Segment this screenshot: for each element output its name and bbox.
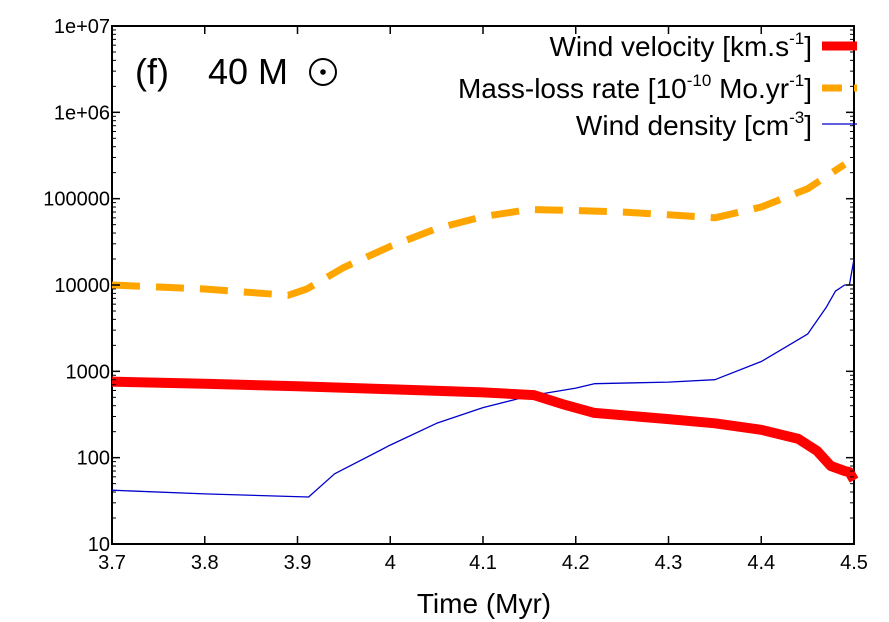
panel-label: (f)	[135, 51, 169, 92]
x-tick-label: 4.1	[469, 552, 497, 574]
ticks-layer: 3.7 3.8 3.9 4 4.1 4.2 4.3 4.4 4.5 10 100 1000 10000 1…	[43, 16, 868, 574]
series-layer	[111, 161, 859, 498]
y-tick-label: 100000	[43, 189, 110, 211]
series-line-wind-velocity	[111, 376, 859, 483]
x-tick-label: 3.9	[284, 552, 312, 574]
series-line-wind-density	[111, 258, 855, 498]
legend-label-wind-velocity: Wind velocity [km.s-1]	[549, 29, 812, 62]
x-tick-label: 4.2	[562, 552, 590, 574]
y-tick-label: 10	[88, 534, 110, 556]
legend: Wind velocity [km.s-1] Mass-loss rate [1…	[458, 29, 857, 141]
series-line-mass-loss-rate	[111, 161, 847, 299]
x-axis-title: Time (Myr)	[417, 588, 551, 619]
legend-label-wind-density: Wind density [cm-3]	[576, 108, 812, 141]
y-tick-label: 100	[77, 448, 110, 470]
y-tick-label: 10000	[54, 275, 110, 297]
y-tick-label: 1e+07	[54, 16, 110, 38]
x-tick-label: 3.7	[98, 552, 126, 574]
x-tick-label: 4.5	[840, 552, 868, 574]
x-tick-label: 4.3	[655, 552, 683, 574]
sun-symbol-icon	[309, 58, 337, 86]
legend-label-mass-loss-rate: Mass-loss rate [10-10 Mo.yr-1]	[458, 71, 812, 104]
x-tick-label: 4	[385, 552, 396, 574]
mass-label: 40 M	[208, 51, 288, 92]
x-tick-label: 3.8	[191, 552, 219, 574]
y-tick-label: 1000	[66, 361, 111, 383]
x-tick-label: 4.4	[747, 552, 775, 574]
y-tick-label: 1e+06	[54, 102, 110, 124]
